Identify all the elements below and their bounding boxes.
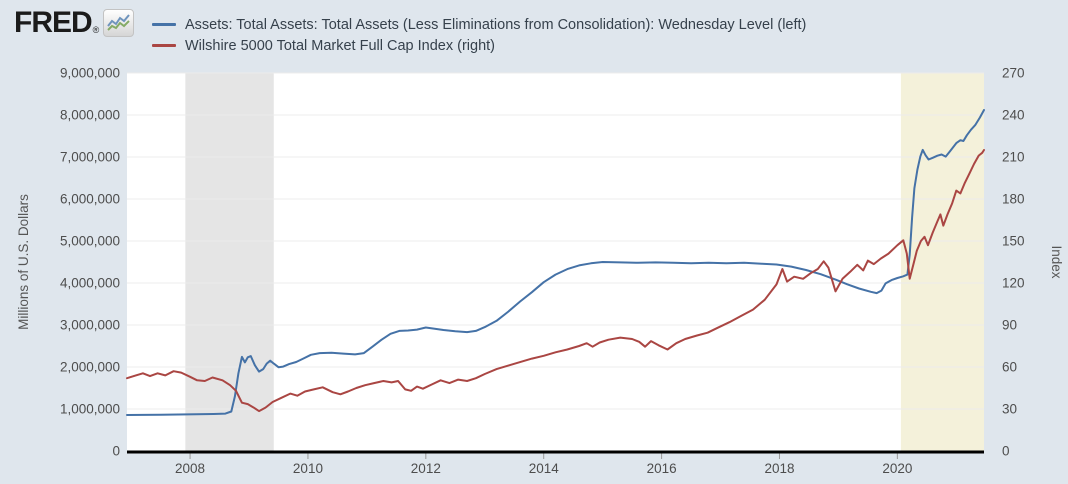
registered-trademark: ® xyxy=(92,25,100,35)
y-right-tick-label: 30 xyxy=(1002,402,1017,417)
chart-header: FRED ® Assets: Total Assets: Total Asset… xyxy=(0,0,1068,60)
y-left-tick-label: 0 xyxy=(112,444,120,459)
series-line-wilshire xyxy=(126,149,985,413)
fred-logo-text: FRED xyxy=(14,6,93,39)
x-tick-label: 2014 xyxy=(529,461,560,476)
y-right-tick-label: 150 xyxy=(1002,234,1025,249)
label-layer: 2008 2010 2012 2014 2016 2018 2020 0 1,000,000 2,… xyxy=(16,66,1064,477)
y-right-tick-label: 180 xyxy=(1002,192,1025,207)
y-right-tick-label: 0 xyxy=(1002,444,1010,459)
x-tick-label: 2010 xyxy=(293,461,323,476)
x-tick-label: 2016 xyxy=(647,461,677,476)
y-right-tick-label: 60 xyxy=(1002,360,1017,375)
line-chart-icon xyxy=(103,9,135,37)
y-right-tick-label: 240 xyxy=(1002,108,1025,123)
fred-logo[interactable]: FRED ® xyxy=(14,6,135,39)
band-recession-2008 xyxy=(185,73,274,451)
x-tick-label: 2008 xyxy=(175,461,205,476)
y-left-tick-label: 2,000,000 xyxy=(60,360,120,375)
x-tick-label: 2012 xyxy=(411,461,441,476)
legend-label-wilshire: Wilshire 5000 Total Market Full Cap Inde… xyxy=(185,37,495,54)
axis-layer xyxy=(127,450,984,459)
y-right-axis-title: Index xyxy=(1049,245,1064,278)
y-left-tick-label: 6,000,000 xyxy=(60,192,120,207)
y-right-tick-label: 270 xyxy=(1002,66,1025,81)
y-right-tick-label: 210 xyxy=(1002,150,1025,165)
y-left-tick-label: 4,000,000 xyxy=(60,276,120,291)
x-tick-label: 2020 xyxy=(882,461,912,476)
y-left-tick-label: 1,000,000 xyxy=(60,402,120,417)
chart-legend: Assets: Total Assets: Total Assets (Less… xyxy=(152,14,806,56)
series-layer xyxy=(126,109,985,416)
y-left-tick-label: 7,000,000 xyxy=(60,150,120,165)
y-left-tick-label: 5,000,000 xyxy=(60,234,120,249)
y-right-tick-label: 90 xyxy=(1002,318,1017,333)
x-axis-line xyxy=(127,450,984,454)
y-right-tick-label: 120 xyxy=(1002,276,1025,291)
legend-swatch-wilshire xyxy=(152,44,176,47)
y-left-tick-label: 3,000,000 xyxy=(60,318,120,333)
legend-swatch-assets xyxy=(152,23,176,26)
legend-label-assets: Assets: Total Assets: Total Assets (Less… xyxy=(185,16,807,33)
legend-item-wilshire: Wilshire 5000 Total Market Full Cap Inde… xyxy=(152,35,806,56)
series-line-assets xyxy=(126,109,985,416)
y-left-tick-label: 9,000,000 xyxy=(60,66,120,81)
legend-item-assets: Assets: Total Assets: Total Assets (Less… xyxy=(152,14,806,35)
y-left-tick-label: 8,000,000 xyxy=(60,108,120,123)
x-tick-label: 2018 xyxy=(764,461,794,476)
y-left-axis-title: Millions of U.S. Dollars xyxy=(16,194,31,330)
